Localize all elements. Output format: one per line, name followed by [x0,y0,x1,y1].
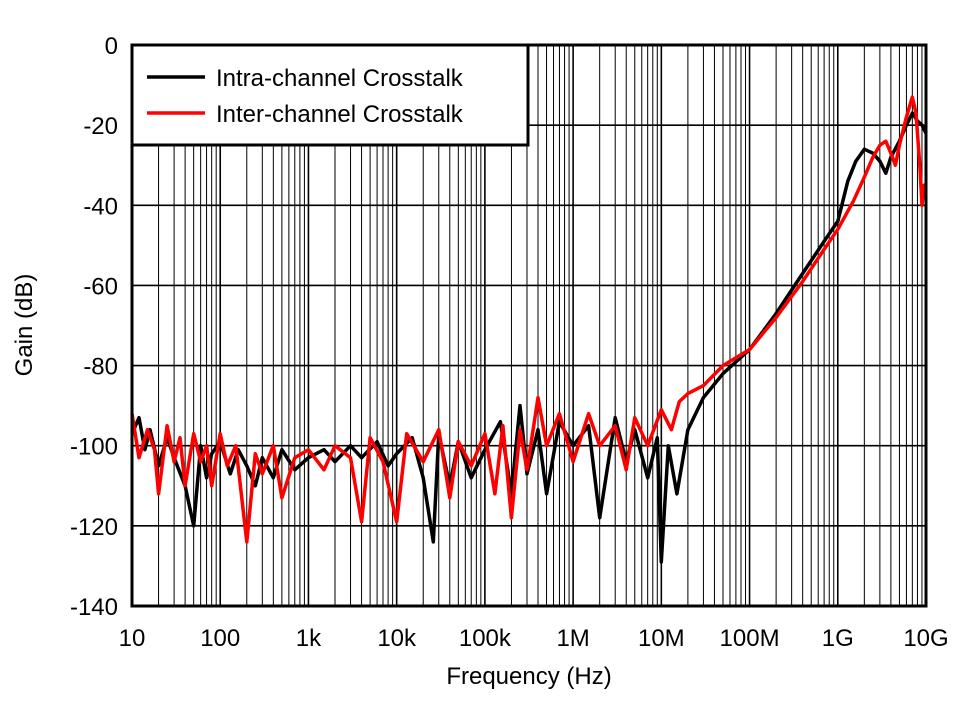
y-tick-label: -140 [70,594,118,621]
tick-labels: 10 100 1k 10k 100k 1M 10M 100M 1G 10G 0 -20 -40 -60 -8… [70,33,949,652]
x-tick-label: 1k [296,625,322,652]
y-tick-label: -40 [83,193,118,220]
x-axis-label: Frequency (Hz) [446,663,611,690]
x-tick-label: 10M [638,625,685,652]
y-tick-label: -60 [83,273,118,300]
series-lines [130,95,928,564]
x-tick-label: 100M [720,625,780,652]
legend: Intra-channel Crosstalk Inter-channel Cr… [130,43,530,147]
legend-label-inter: Inter-channel Crosstalk [216,101,464,128]
x-tick-label: 10k [377,625,417,652]
x-tick-label: 100 [200,625,240,652]
legend-label-intra: Intra-channel Crosstalk [216,65,464,92]
y-tick-label: -120 [70,514,118,541]
y-tick-label: -100 [70,434,118,461]
y-tick-label: -80 [83,354,118,381]
x-tick-label: 10 [119,625,146,652]
series-inter-channel-line [130,95,926,544]
x-tick-label: 10G [903,625,948,652]
y-axis-label: Gain (dB) [11,274,38,377]
x-tick-label: 1M [556,625,589,652]
plot-frame [130,43,928,608]
x-tick-label: 1G [822,625,854,652]
y-tick-label: -20 [83,113,118,140]
legend-box [130,43,530,147]
x-tick-label: 100k [459,625,512,652]
y-tick-label: 0 [105,33,118,60]
